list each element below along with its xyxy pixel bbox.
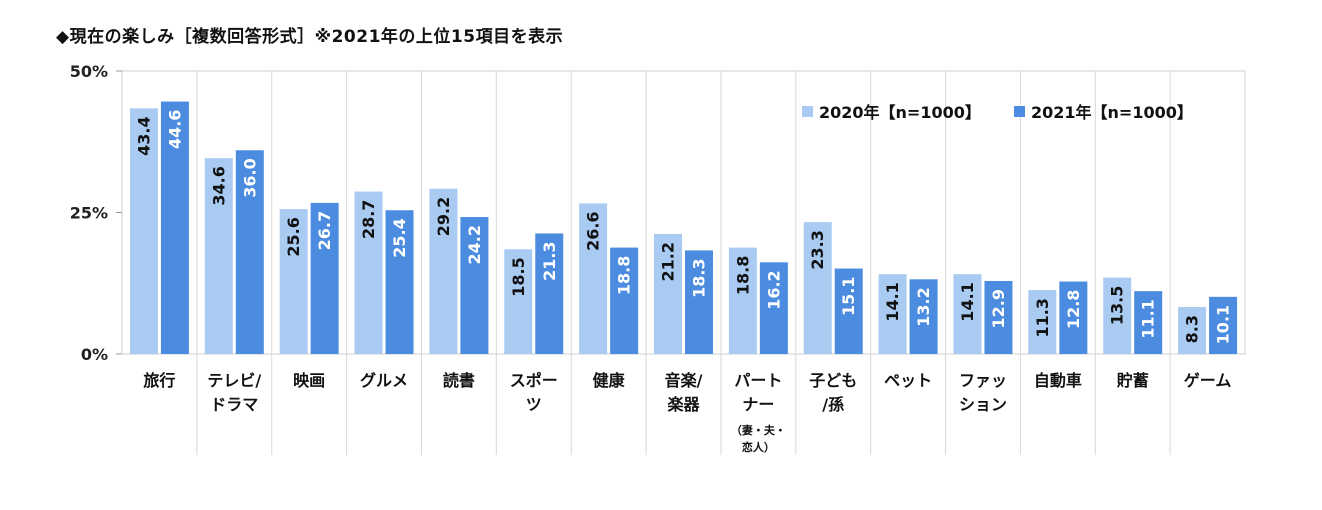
category-label: 健康 [593,371,626,390]
data-label: 15.1 [839,277,858,316]
category-label: ペット [884,371,932,390]
category-label: 貯蓄 [1117,371,1149,390]
category-label: ツ [526,395,542,414]
category-label: 楽器 [666,395,700,414]
bar-2020 [1178,307,1207,354]
legend-label-2020: 2020年【n=1000】 [819,103,981,122]
bar-2021 [909,279,938,354]
bar-2021 [1059,281,1088,354]
category-label: 子ども [809,371,857,390]
data-label: 18.8 [615,256,634,295]
bar-2020 [878,274,907,354]
bar-2020 [654,234,682,354]
bar-2021 [759,262,788,354]
data-label: 18.8 [733,256,752,295]
bar-2021 [310,202,339,354]
bar-2020 [204,158,233,354]
y-tick-label: 50% [70,62,108,81]
data-label: 28.7 [359,200,378,239]
category-label: 映画 [293,371,325,390]
data-label: 12.8 [1064,290,1083,329]
data-label: 8.3 [1183,315,1202,343]
category-label: ション [959,395,1007,414]
bar-2021 [385,210,414,354]
bar-2021 [535,233,564,354]
category-label: 自動車 [1034,371,1082,390]
legend-item-2020: 2020年【n=1000】 [802,99,981,123]
data-label: 18.3 [690,258,709,297]
data-label: 11.1 [1139,299,1158,338]
category-label: 旅行 [143,371,175,390]
category-label: 恋人） [742,440,775,454]
category-label: ナー [742,395,774,414]
bar-2021 [685,250,713,354]
data-label: 24.2 [465,225,484,264]
chart-title: ◆現在の楽しみ［複数回答形式］※2021年の上位15項目を表示 [56,27,564,47]
data-label: 25.4 [390,218,409,257]
data-label: 14.1 [958,282,977,321]
bar-2020 [728,247,757,354]
legend-item-2021: 2021年【n=1000】 [1014,99,1193,123]
bar-2020 [279,209,308,354]
bar-2021 [834,268,863,354]
data-label: 12.9 [989,289,1008,328]
data-label: 43.4 [134,116,153,155]
data-label: 23.3 [808,230,827,269]
bar-2021 [235,150,264,354]
category-label: /孫 [822,395,844,414]
category-label: ファッ [959,371,1007,390]
legend-label-2021: 2021年【n=1000】 [1031,103,1193,122]
data-label: 44.6 [165,110,184,149]
bar-2020 [953,274,982,354]
data-label: 29.2 [434,197,453,236]
bar-2020 [579,203,608,354]
data-label: 14.1 [883,282,902,321]
bar-2020 [129,108,158,354]
bar-2020 [354,191,383,354]
bar-2020 [803,222,832,354]
data-label: 11.3 [1033,298,1052,337]
data-label: 21.2 [659,242,678,281]
category-label: ゲーム [1184,371,1232,390]
data-label: 26.7 [315,211,334,250]
legend-swatch-2021 [1014,105,1025,117]
data-label: 13.2 [914,287,933,326]
category-label: ドラマ [210,395,258,414]
data-label: 13.5 [1108,286,1127,325]
bar-2020 [429,188,458,354]
bar-2021 [610,247,639,354]
bar-2021 [1209,296,1238,354]
bar-2021 [984,280,1013,354]
data-label: 36.0 [240,158,259,197]
category-label: テレビ/ [207,371,261,390]
bar-2020 [1103,277,1132,354]
data-label: 21.3 [540,241,559,280]
data-label: 34.6 [209,166,228,205]
bar-2020 [1028,290,1057,354]
legend-swatch-2020 [802,105,813,117]
y-tick-label: 25% [70,204,108,223]
data-label: 16.2 [764,270,783,309]
data-label: 10.1 [1214,305,1233,344]
category-label: 音楽/ [665,371,703,390]
category-label: グルメ [360,371,408,390]
data-label: 26.6 [584,211,603,250]
bar-2021 [460,217,489,354]
bar-2021 [160,101,189,355]
y-tick-label: 0% [81,345,108,364]
category-label: （妻・夫・ [731,423,786,437]
data-label: 18.5 [509,257,528,296]
category-label: パート [734,371,782,390]
data-label: 25.6 [284,217,303,256]
category-label: スポー [510,371,558,390]
bar-2020 [504,249,533,354]
bar-2021 [1134,291,1163,354]
category-label: 読書 [443,371,475,390]
